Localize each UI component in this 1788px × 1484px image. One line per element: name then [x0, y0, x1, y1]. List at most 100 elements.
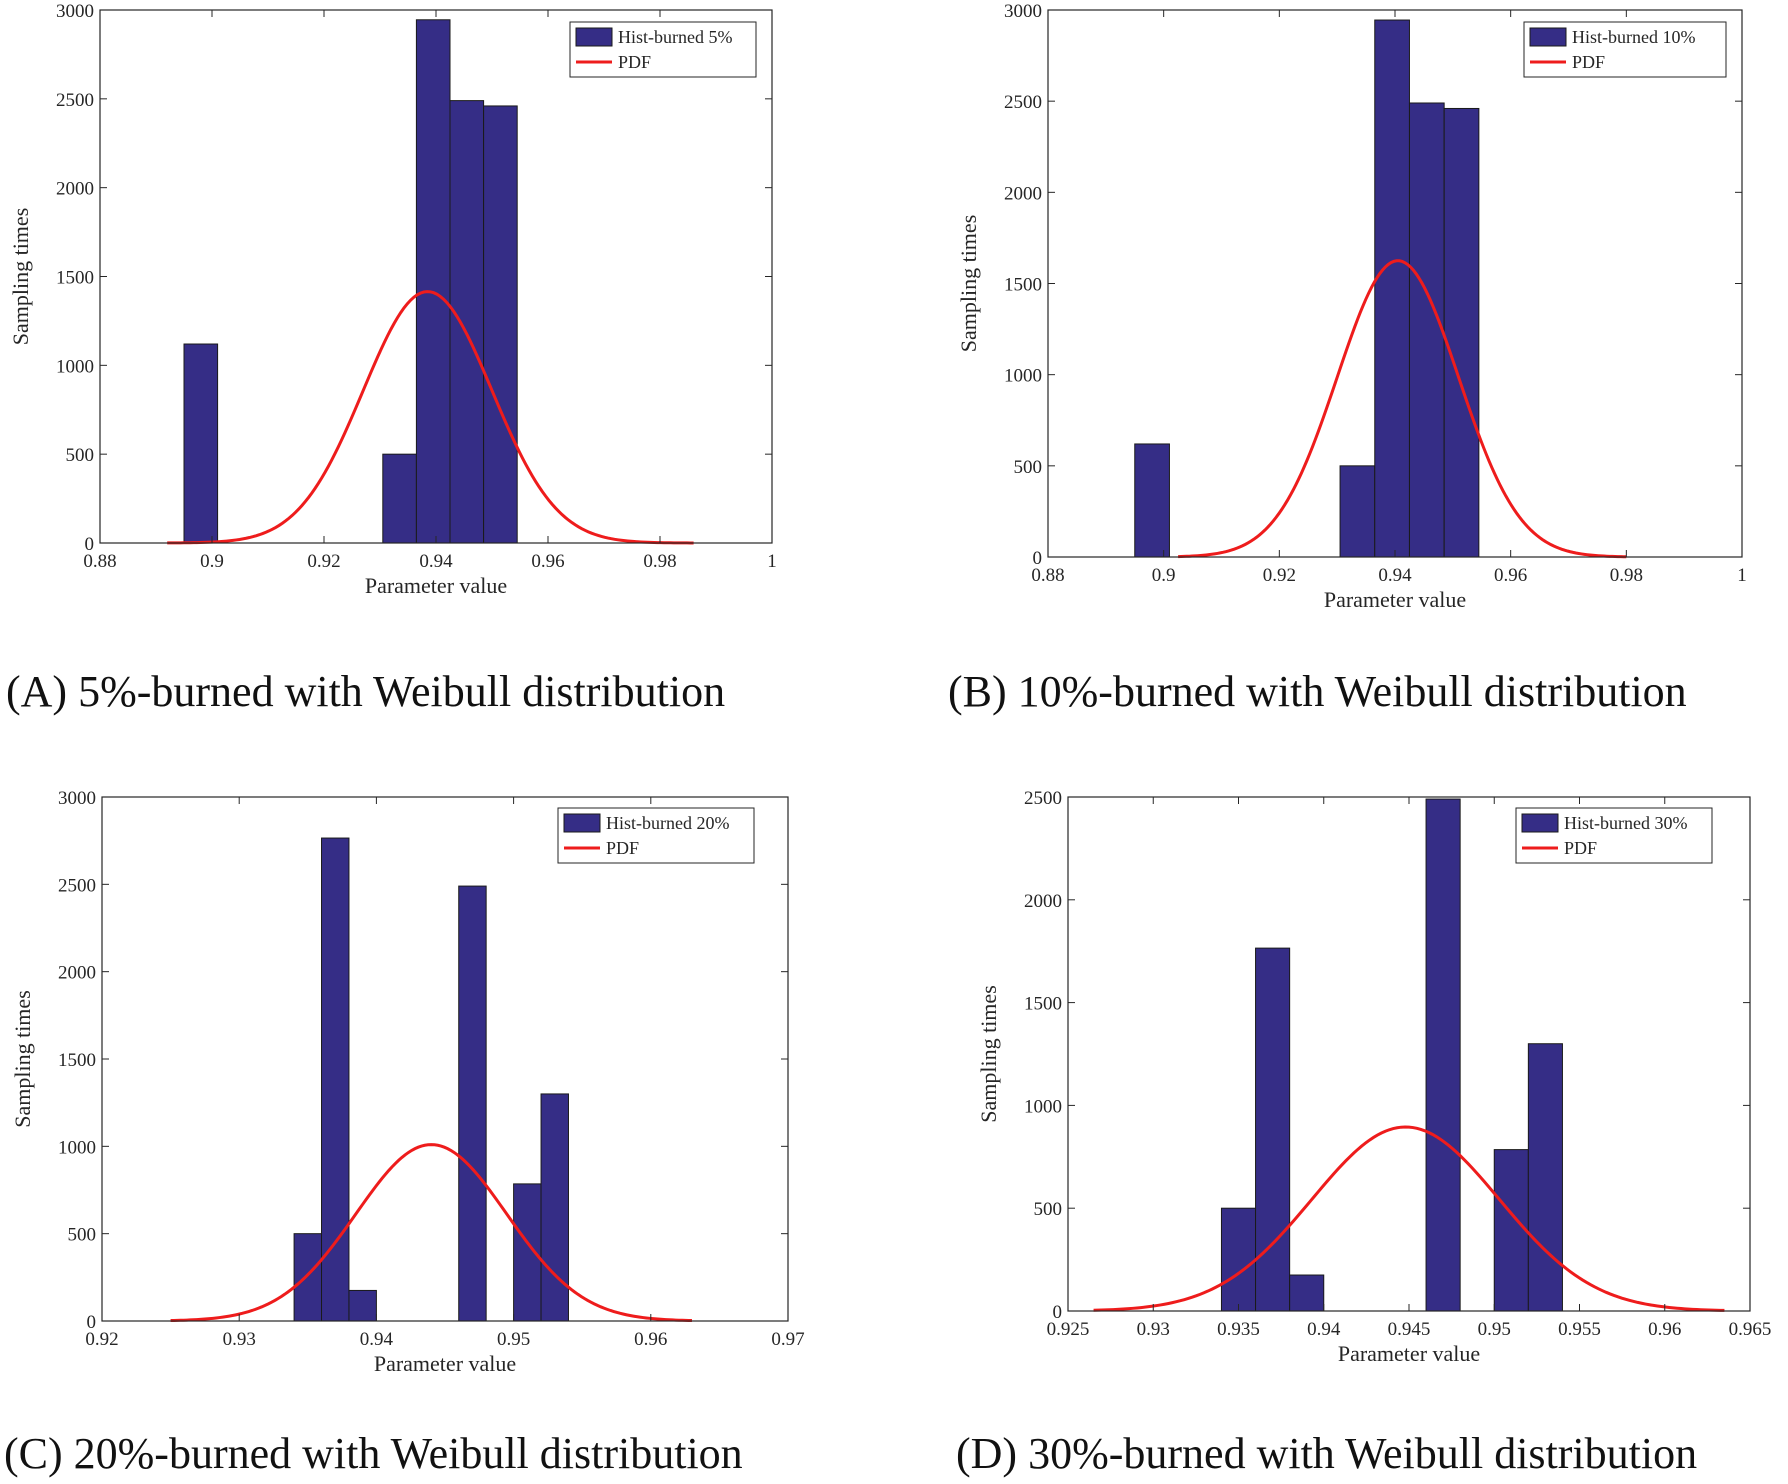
y-tick-label: 2500	[56, 90, 94, 111]
x-axis-label: Parameter value	[374, 1351, 516, 1376]
caption-c: (C) 20%-burned with Weibull distribution	[4, 1429, 743, 1478]
y-tick-label: 500	[1034, 1199, 1063, 1220]
x-tick-label: 0.97	[771, 1329, 804, 1350]
legend-swatch-hist	[1521, 813, 1559, 833]
y-tick-label: 1500	[58, 1050, 96, 1071]
x-axis-label: Parameter value	[1338, 1341, 1480, 1366]
y-tick-label: 1500	[56, 268, 94, 289]
y-tick-label: 1000	[1024, 1096, 1062, 1117]
y-tick-label: 0	[85, 534, 95, 555]
histogram-bar	[540, 1093, 569, 1322]
histogram-bar	[183, 343, 219, 544]
x-axis-label: Parameter value	[1324, 587, 1466, 612]
x-tick-label: 0.88	[1031, 565, 1064, 586]
histogram-bar	[1339, 465, 1376, 558]
x-tick-label: 0.925	[1047, 1319, 1090, 1340]
x-tick-label: 0.94	[1307, 1319, 1341, 1340]
panel-a: 0.88 0.9 0.92 0.94 0.96 0.98 1 0 500 1000 1500 2000…	[8, 1, 777, 598]
x-tick-label: 0.98	[1610, 565, 1643, 586]
y-tick-label: 2000	[56, 179, 94, 200]
legend-swatch-hist	[575, 27, 613, 47]
x-tick-label: 0.92	[85, 1329, 118, 1350]
x-tick-label: 0.94	[419, 551, 453, 572]
x-tick-label: 0.9	[200, 551, 224, 572]
x-tick-label: 0.93	[1137, 1319, 1170, 1340]
y-axis-label: Sampling times	[976, 985, 1001, 1123]
histogram-bar	[1527, 1043, 1563, 1312]
x-tick-label: 0.96	[634, 1329, 667, 1350]
histogram-bar	[458, 885, 487, 1322]
y-tick-label: 1500	[1004, 275, 1042, 296]
histogram-bar	[415, 19, 451, 544]
y-tick-label: 500	[68, 1225, 97, 1246]
y-tick-label: 2500	[58, 875, 96, 896]
panel-d: 0.925 0.93 0.935 0.94 0.945 0.95 0.955 0.96 0.96…	[976, 788, 1771, 1366]
histogram-bar	[1374, 19, 1410, 558]
histogram-bar	[1289, 1274, 1325, 1312]
y-tick-label: 0	[1053, 1302, 1063, 1323]
legend-label-pdf: PDF	[1564, 838, 1597, 858]
y-tick-label: 1000	[1004, 366, 1042, 387]
legend-label-hist: Hist-burned 5%	[618, 27, 732, 47]
legend-label-pdf: PDF	[606, 838, 639, 858]
histogram-bar	[1408, 102, 1445, 558]
x-tick-label: 0.94	[360, 1329, 394, 1350]
y-tick-label: 0	[1033, 548, 1043, 569]
histogram-bar	[1425, 798, 1461, 1312]
y-tick-label: 500	[1014, 457, 1043, 478]
caption-a: (A) 5%-burned with Weibull distribution	[6, 667, 725, 716]
y-tick-label: 2500	[1004, 92, 1042, 113]
y-tick-label: 2000	[1004, 183, 1042, 204]
y-axis-label: Sampling times	[8, 208, 33, 346]
y-tick-label: 3000	[1004, 1, 1042, 22]
histogram-bar	[321, 837, 350, 1322]
x-tick-label: 0.93	[223, 1329, 256, 1350]
axes-box	[1067, 796, 1751, 1312]
pdf-curve	[170, 1143, 692, 1323]
y-axis-label: Sampling times	[956, 215, 981, 353]
legend-swatch-hist	[1529, 27, 1567, 47]
x-tick-label: 0.96	[1648, 1319, 1681, 1340]
x-tick-label: 0.98	[643, 551, 676, 572]
y-tick-label: 2000	[58, 963, 96, 984]
x-tick-label: 1	[1737, 565, 1747, 586]
x-axis-label: Parameter value	[365, 573, 507, 598]
axes-box	[101, 796, 789, 1322]
y-tick-label: 0	[87, 1312, 97, 1333]
y-tick-label: 500	[66, 445, 95, 466]
panel-c: 0.92 0.93 0.94 0.95 0.96 0.97 0 500 1000 1500 2000…	[10, 788, 805, 1376]
x-tick-label: 0.955	[1558, 1319, 1601, 1340]
pdf-curve	[167, 290, 694, 545]
histogram-bar	[1443, 107, 1480, 558]
histogram-bar	[348, 1289, 377, 1322]
histogram-bar	[1493, 1149, 1529, 1312]
legend-swatch-hist	[563, 813, 601, 833]
y-tick-label: 1000	[56, 356, 94, 377]
legend-label-hist: Hist-burned 30%	[1564, 813, 1687, 833]
x-tick-label: 0.92	[307, 551, 340, 572]
x-tick-label: 1	[767, 551, 777, 572]
histogram-bar	[382, 453, 417, 544]
panel-b: 0.88 0.9 0.92 0.94 0.96 0.98 1 0 500 1000 1500 2000…	[956, 1, 1747, 612]
legend-label-hist: Hist-burned 20%	[606, 813, 729, 833]
x-tick-label: 0.965	[1729, 1319, 1772, 1340]
x-tick-label: 0.935	[1217, 1319, 1260, 1340]
x-tick-label: 0.96	[531, 551, 564, 572]
histogram-bar	[293, 1233, 323, 1322]
legend-label-pdf: PDF	[1572, 52, 1605, 72]
x-tick-label: 0.88	[83, 551, 116, 572]
x-tick-label: 0.96	[1494, 565, 1527, 586]
caption-d: (D) 30%-burned with Weibull distribution	[956, 1429, 1697, 1478]
histogram-bar	[1134, 443, 1170, 558]
y-tick-label: 3000	[56, 1, 94, 22]
x-tick-label: 0.945	[1388, 1319, 1431, 1340]
y-tick-label: 1500	[1024, 994, 1062, 1015]
pdf-curve	[1093, 1125, 1725, 1312]
x-tick-label: 0.92	[1263, 565, 1296, 586]
histogram-bar	[483, 105, 518, 544]
x-tick-label: 0.95	[497, 1329, 530, 1350]
x-tick-label: 0.9	[1152, 565, 1176, 586]
y-tick-label: 1000	[58, 1137, 96, 1158]
histogram-bar	[1220, 1207, 1257, 1312]
